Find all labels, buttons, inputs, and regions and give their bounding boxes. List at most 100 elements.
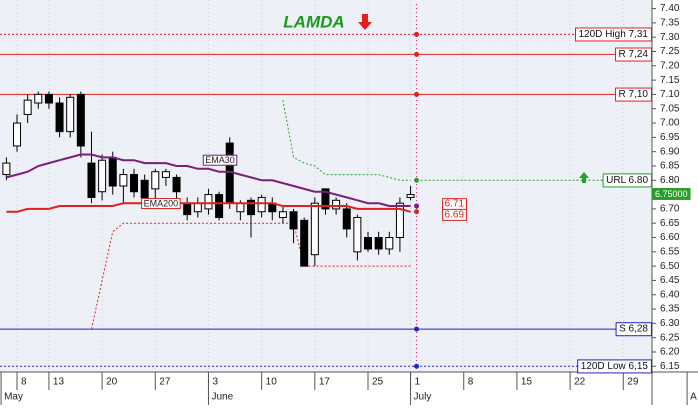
y-tick-label: 6.90 (660, 146, 680, 157)
candle-body (215, 194, 224, 218)
month-label: A (690, 392, 697, 403)
x-tick-label: 17 (319, 377, 331, 388)
candle-body (278, 211, 287, 218)
y-tick-label: 6.15 (660, 361, 680, 372)
y-tick-label: 6.35 (660, 304, 680, 315)
level-dot (414, 363, 420, 369)
x-tick-label: 22 (574, 377, 586, 388)
level-dot (414, 326, 420, 332)
x-tick-label: 8 (21, 377, 27, 388)
candle-body (66, 96, 75, 133)
y-tick-label: 6.55 (660, 246, 680, 257)
month-label: May (4, 392, 23, 403)
candle-body (98, 159, 107, 193)
y-tick-label: 6.20 (660, 347, 680, 358)
month-label: June (211, 392, 233, 403)
ema-label: EMA30 (205, 155, 235, 165)
y-tick-label: 6.45 (660, 275, 680, 286)
y-tick-label: 6.30 (660, 318, 680, 329)
y-tick-label: 7.05 (660, 103, 680, 114)
candle-body (151, 171, 160, 190)
candle-body (332, 199, 341, 210)
candle-body (364, 237, 373, 250)
ema-label-box (141, 198, 181, 210)
candle-body (342, 208, 351, 230)
end-label: 6.71 (445, 199, 465, 210)
price-label: 6.75000 (655, 189, 688, 199)
candle-body (193, 202, 202, 213)
candle-body (183, 202, 192, 216)
y-tick-label: 6.95 (660, 132, 680, 143)
candle-body (140, 179, 149, 198)
candle-body (321, 188, 330, 210)
level-dot (414, 51, 420, 57)
level-label: 120D Low 6,15 (581, 361, 649, 372)
y-tick-label: 6.80 (660, 175, 680, 186)
x-tick-label: 13 (53, 377, 65, 388)
y-tick-label: 6.50 (660, 261, 680, 272)
ema-label-box (202, 154, 238, 166)
candle-body (130, 174, 139, 193)
level-label-box (615, 87, 652, 102)
candle-body (385, 237, 394, 250)
candle-body (23, 99, 32, 115)
x-tick-label: 10 (266, 377, 278, 388)
ema-line (6, 202, 411, 213)
x-tick-label: 1 (415, 377, 421, 388)
y-tick-label: 7.40 (660, 3, 680, 14)
candle-body (13, 122, 22, 147)
y-tick-label: 6.65 (660, 218, 680, 229)
ema-label: EMA200 (144, 199, 179, 209)
candle-body (76, 93, 85, 147)
x-tick-label: 25 (372, 377, 384, 388)
candle-body (172, 176, 181, 193)
up-arrow (579, 172, 589, 183)
candle-body (108, 156, 117, 187)
y-tick-label: 6.85 (660, 161, 680, 172)
y-tick-label: 6.60 (660, 232, 680, 243)
candle-body (289, 211, 298, 230)
candle-body (87, 162, 96, 198)
level-label-box (602, 173, 652, 188)
y-tick-label: 6.25 (660, 332, 680, 343)
y-tick-label: 7.20 (660, 60, 680, 71)
candle-body (300, 219, 309, 267)
candle-body (406, 194, 415, 198)
y-tick-label: 6.70 (660, 204, 680, 215)
x-tick-label: 15 (521, 377, 533, 388)
level-label: S 6,28 (619, 324, 648, 335)
x-tick-label: 3 (212, 377, 218, 388)
level-label: R 7,10 (619, 89, 649, 100)
chart-title: LAMDA (283, 12, 344, 31)
candle-body (236, 202, 245, 213)
candle-body (353, 216, 362, 253)
candle-body (310, 202, 319, 256)
x-tick-label: 8 (468, 377, 474, 388)
candle-body (204, 194, 213, 210)
level-label: R 7,24 (619, 49, 649, 60)
level-dot (414, 31, 420, 37)
y-tick-label: 7.35 (660, 18, 680, 29)
end-label-box (442, 208, 467, 221)
candle-body (2, 162, 11, 176)
candle-body (247, 199, 256, 216)
level-dot (414, 177, 420, 183)
level-label-box (577, 359, 652, 374)
level-dot (414, 91, 420, 97)
plot-area (0, 0, 652, 372)
candle-body (161, 171, 170, 178)
down-arrow (358, 14, 372, 30)
candle-body (395, 202, 404, 239)
level-label-box (615, 322, 652, 337)
month-label: July (414, 392, 432, 403)
ema-line (6, 153, 411, 207)
end-dot (414, 209, 420, 215)
candle-body (55, 102, 64, 133)
y-tick-label: 7.00 (660, 118, 680, 129)
stop-line (282, 100, 411, 181)
candle-body (374, 237, 383, 250)
y-tick-label: 7.15 (660, 75, 680, 86)
y-tick-label: 7.10 (660, 89, 680, 100)
